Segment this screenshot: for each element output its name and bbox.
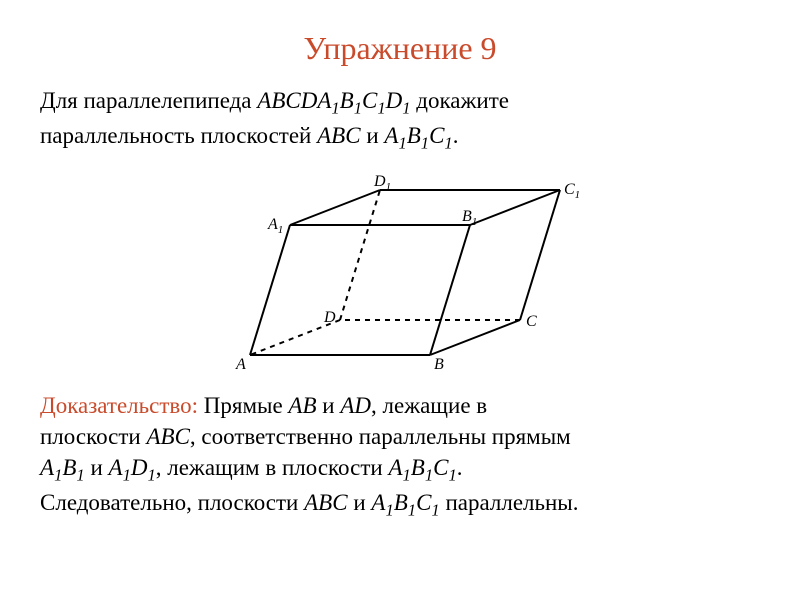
proof-block: Доказательство: Прямые AB и AD, лежащие … — [40, 390, 760, 522]
sub: 1 — [123, 466, 131, 485]
slide-title: Упражнение 9 — [40, 30, 760, 67]
svg-text:B: B — [434, 356, 444, 373]
math: ABCDA — [257, 88, 331, 113]
sub: 1 — [444, 134, 452, 153]
sub: 1 — [76, 466, 84, 485]
svg-text:C1: C1 — [564, 181, 580, 201]
svg-text:A1: A1 — [267, 216, 283, 236]
text: . — [457, 455, 463, 480]
text: параллельны. — [440, 490, 579, 515]
sub: 1 — [421, 134, 429, 153]
sub: 1 — [448, 466, 456, 485]
text: , соответственно параллельны прямым — [190, 424, 571, 449]
math: ABC — [146, 424, 189, 449]
sub: 1 — [385, 501, 393, 520]
text: плоскости — [40, 424, 146, 449]
sub: 1 — [408, 501, 416, 520]
math: A — [40, 455, 54, 480]
math: AD — [340, 393, 371, 418]
math: C — [433, 455, 448, 480]
sub: 1 — [354, 99, 362, 118]
math: B — [340, 88, 354, 113]
sub: 1 — [398, 134, 406, 153]
math: AB — [288, 393, 316, 418]
svg-text:C: C — [526, 313, 537, 330]
text: и — [317, 393, 341, 418]
sub: 1 — [331, 99, 339, 118]
math: A — [109, 455, 123, 480]
math: C — [362, 88, 377, 113]
text: и — [361, 123, 385, 148]
svg-text:A: A — [235, 356, 246, 373]
text: Для параллелепипеда — [40, 88, 257, 113]
math: C — [416, 490, 431, 515]
math: B — [411, 455, 425, 480]
math: B — [394, 490, 408, 515]
math: C — [429, 123, 444, 148]
text: докажите — [411, 88, 509, 113]
sub: 1 — [402, 99, 410, 118]
math: D — [386, 88, 403, 113]
text: и — [85, 455, 109, 480]
text: , лежащим в плоскости — [156, 455, 389, 480]
figure-container: ABCDA1B1C1D1 — [40, 165, 760, 380]
math: D — [131, 455, 148, 480]
parallelepiped-svg: ABCDA1B1C1D1 — [220, 165, 580, 375]
text: . — [453, 123, 459, 148]
slide: Упражнение 9 Для параллелепипеда ABCDA1B… — [0, 0, 800, 600]
math: B — [62, 455, 76, 480]
sub: 1 — [403, 466, 411, 485]
text: и — [348, 490, 372, 515]
math: ABC — [317, 123, 360, 148]
problem-statement: Для параллелепипеда ABCDA1B1C1D1 докажит… — [40, 85, 760, 155]
svg-text:D: D — [323, 309, 336, 326]
sub: 1 — [431, 501, 439, 520]
sub: 1 — [147, 466, 155, 485]
text: параллельность плоскостей — [40, 123, 317, 148]
text: Следовательно, плоскости — [40, 490, 304, 515]
proof-label: Доказательство: — [40, 393, 198, 418]
math: A — [384, 123, 398, 148]
sub: 1 — [425, 466, 433, 485]
math: ABC — [304, 490, 347, 515]
math: B — [407, 123, 421, 148]
text: Прямые — [198, 393, 288, 418]
sub: 1 — [377, 99, 385, 118]
math: A — [371, 490, 385, 515]
math: A — [388, 455, 402, 480]
parallelepiped-figure: ABCDA1B1C1D1 — [220, 165, 580, 380]
text: , лежащие в — [371, 393, 487, 418]
